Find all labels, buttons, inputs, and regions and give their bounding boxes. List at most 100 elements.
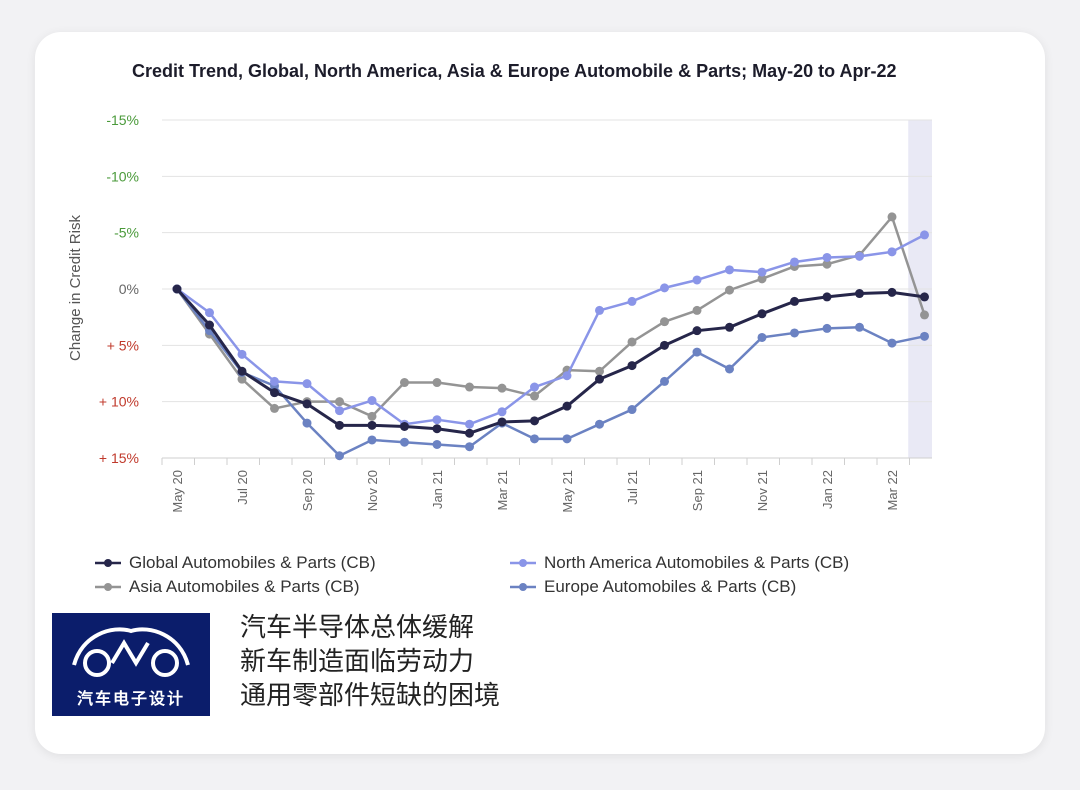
data-point <box>302 418 312 428</box>
data-point <box>725 364 734 374</box>
series-0 <box>172 284 929 438</box>
data-point <box>270 376 279 386</box>
data-point <box>920 331 929 341</box>
series-lines <box>172 212 929 461</box>
x-tick-label: Mar 21 <box>495 470 510 510</box>
y-tick-label: -5% <box>114 225 139 241</box>
data-point <box>530 416 539 426</box>
data-point <box>887 287 897 297</box>
data-point <box>725 322 734 332</box>
data-point <box>790 328 799 338</box>
data-point <box>725 265 734 275</box>
legend-label-asia: Asia Automobiles & Parts (CB) <box>129 577 360 596</box>
data-point <box>595 366 604 376</box>
data-point <box>920 310 929 320</box>
data-point <box>660 376 669 386</box>
data-point <box>302 379 312 389</box>
data-point <box>432 424 442 434</box>
data-point <box>530 382 539 392</box>
data-point <box>660 340 669 350</box>
series-line <box>176 288 925 457</box>
caption-line: 通用零部件短缺的困境 <box>240 681 501 711</box>
data-point <box>920 230 929 240</box>
series-line <box>175 215 926 418</box>
data-point <box>237 349 247 359</box>
y-tick-label: -15% <box>106 112 139 128</box>
series-line <box>176 233 926 426</box>
caption-line: 汽车半导体总体缓解 <box>240 613 475 643</box>
data-point <box>887 338 897 348</box>
x-tick-label: Nov 21 <box>755 470 770 511</box>
data-point <box>335 451 344 461</box>
data-point <box>627 296 637 306</box>
data-point <box>400 378 409 388</box>
caption-line: 新车制造面临劳动力 <box>240 647 475 677</box>
data-point <box>627 337 637 347</box>
legend-marker-north-america <box>510 559 536 567</box>
data-point <box>855 322 864 332</box>
data-point <box>692 326 702 336</box>
car-logo-icon <box>72 627 190 677</box>
data-point <box>205 320 214 330</box>
data-point <box>465 419 474 429</box>
data-point <box>335 420 344 430</box>
data-point <box>725 285 734 295</box>
y-tick-label: + 10% <box>99 394 139 410</box>
data-point <box>367 411 377 421</box>
x-tick-label: Mar 22 <box>885 470 900 510</box>
x-tick-label: Sep 21 <box>690 470 705 511</box>
data-point <box>465 382 474 392</box>
x-tick-label: Nov 20 <box>365 470 380 511</box>
x-tick-label: Jan 21 <box>430 470 445 509</box>
series-1 <box>172 230 929 429</box>
data-point <box>757 332 767 342</box>
data-point <box>692 305 702 315</box>
data-point <box>172 284 182 294</box>
data-point <box>692 275 702 285</box>
data-point <box>887 247 897 257</box>
data-point <box>595 374 604 384</box>
grid <box>161 119 932 465</box>
brand-logo: 汽车电子设计 <box>52 613 210 716</box>
data-point <box>790 257 799 267</box>
data-point <box>432 378 442 388</box>
y-tick-label: + 15% <box>99 450 139 466</box>
series-2 <box>172 212 929 421</box>
data-point <box>432 415 442 425</box>
data-point <box>855 251 864 261</box>
data-point <box>335 406 344 416</box>
data-point <box>237 366 247 376</box>
data-point <box>432 439 442 449</box>
data-point <box>627 405 637 415</box>
data-point <box>497 407 507 417</box>
data-point <box>757 274 767 284</box>
data-point <box>400 437 409 447</box>
legend-label-north-america: North America Automobiles & Parts (CB) <box>544 553 850 572</box>
caption: 汽车半导体总体缓解 新车制造面临劳动力 通用零部件短缺的困境 <box>240 611 500 713</box>
x-tick-label: May 21 <box>560 470 575 513</box>
legend-marker-europe <box>510 583 536 591</box>
data-point <box>497 383 507 393</box>
chart-title: Credit Trend, Global, North America, Asi… <box>132 61 897 81</box>
legend-item-europe: Europe Automobiles & Parts (CB) <box>510 576 796 598</box>
data-point <box>855 289 864 299</box>
data-point <box>400 421 409 431</box>
data-point <box>757 267 767 277</box>
data-point <box>822 323 832 333</box>
data-point <box>692 347 702 357</box>
data-point <box>887 212 897 222</box>
x-tick-label: May 20 <box>170 470 185 513</box>
data-point <box>465 428 474 438</box>
y-axis-ticks: -15% -10% -5% 0% + 5% + 10% + 15% <box>99 112 139 466</box>
legend-label-europe: Europe Automobiles & Parts (CB) <box>544 577 797 596</box>
series-3 <box>172 284 929 461</box>
legend-item-global: Global Automobiles & Parts (CB) <box>95 552 376 574</box>
data-point <box>660 317 669 327</box>
data-point <box>335 397 344 407</box>
data-point <box>920 292 929 302</box>
legend-item-asia: Asia Automobiles & Parts (CB) <box>95 576 360 598</box>
y-tick-label: 0% <box>119 281 139 297</box>
data-point <box>270 403 279 413</box>
data-point <box>595 305 604 315</box>
y-tick-label: -10% <box>106 168 139 184</box>
